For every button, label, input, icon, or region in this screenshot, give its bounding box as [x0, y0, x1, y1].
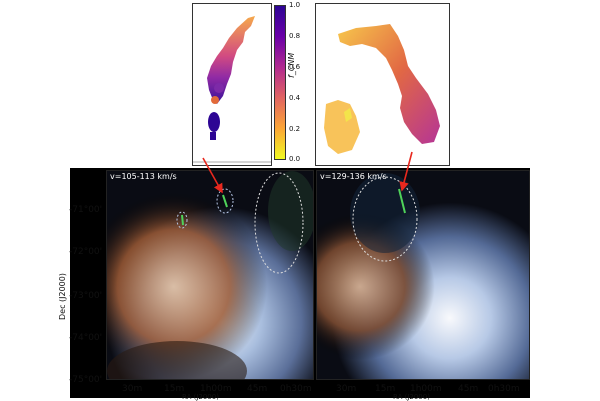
x-tick: 15m [375, 384, 396, 394]
x-tick: 0h30m [280, 384, 312, 394]
x-axis-label: RA (J2000) [393, 393, 430, 401]
image-panel-left [106, 170, 314, 380]
inset-right-map [324, 24, 440, 154]
ellipse-marker [254, 172, 304, 274]
x-tick: 0h30m [488, 384, 520, 394]
x-tick: 45m [458, 384, 479, 394]
x-tick: 30m [122, 384, 143, 394]
inset-right-frame [315, 3, 450, 166]
panel-right-image [317, 171, 529, 379]
y-axis-label: Dec (J2000) [58, 273, 67, 320]
y-tick: -74°00' [69, 333, 103, 343]
inset-left-map [193, 16, 271, 163]
ellipse-marker [176, 211, 188, 229]
x-axis-label: RA (J2000) [182, 393, 219, 401]
panel-left-image [107, 171, 313, 379]
colorbar [274, 5, 286, 160]
x-tick: 30m [336, 384, 357, 394]
inset-left-frame [192, 3, 272, 166]
colorbar-tick: 0.0 [289, 155, 301, 163]
arrow-left [202, 157, 223, 194]
y-tick: -75°00' [69, 375, 103, 385]
ellipse-marker [352, 176, 418, 262]
x-tick: 1h00m [410, 384, 442, 394]
colorbar-tick: 0.8 [289, 32, 301, 40]
image-panel-right [316, 170, 530, 380]
ellipse-marker [216, 188, 234, 214]
colorbar-tick: 0.6 [289, 63, 301, 71]
y-tick: -72°00' [69, 247, 103, 257]
velocity-label: v=129-136 km/s [320, 172, 387, 181]
arrow-right [399, 151, 413, 192]
y-tick: -71°00' [69, 205, 103, 215]
colorbar-tick: 0.4 [289, 94, 301, 102]
y-tick: -73°00' [69, 291, 103, 301]
x-tick: 15m [164, 384, 185, 394]
x-tick: 45m [247, 384, 268, 394]
colorbar-tick: 1.0 [289, 1, 301, 9]
velocity-label: v=105-113 km/s [110, 172, 177, 181]
x-tick: 1h00m [200, 384, 232, 394]
colorbar-tick: 0.2 [289, 125, 301, 133]
